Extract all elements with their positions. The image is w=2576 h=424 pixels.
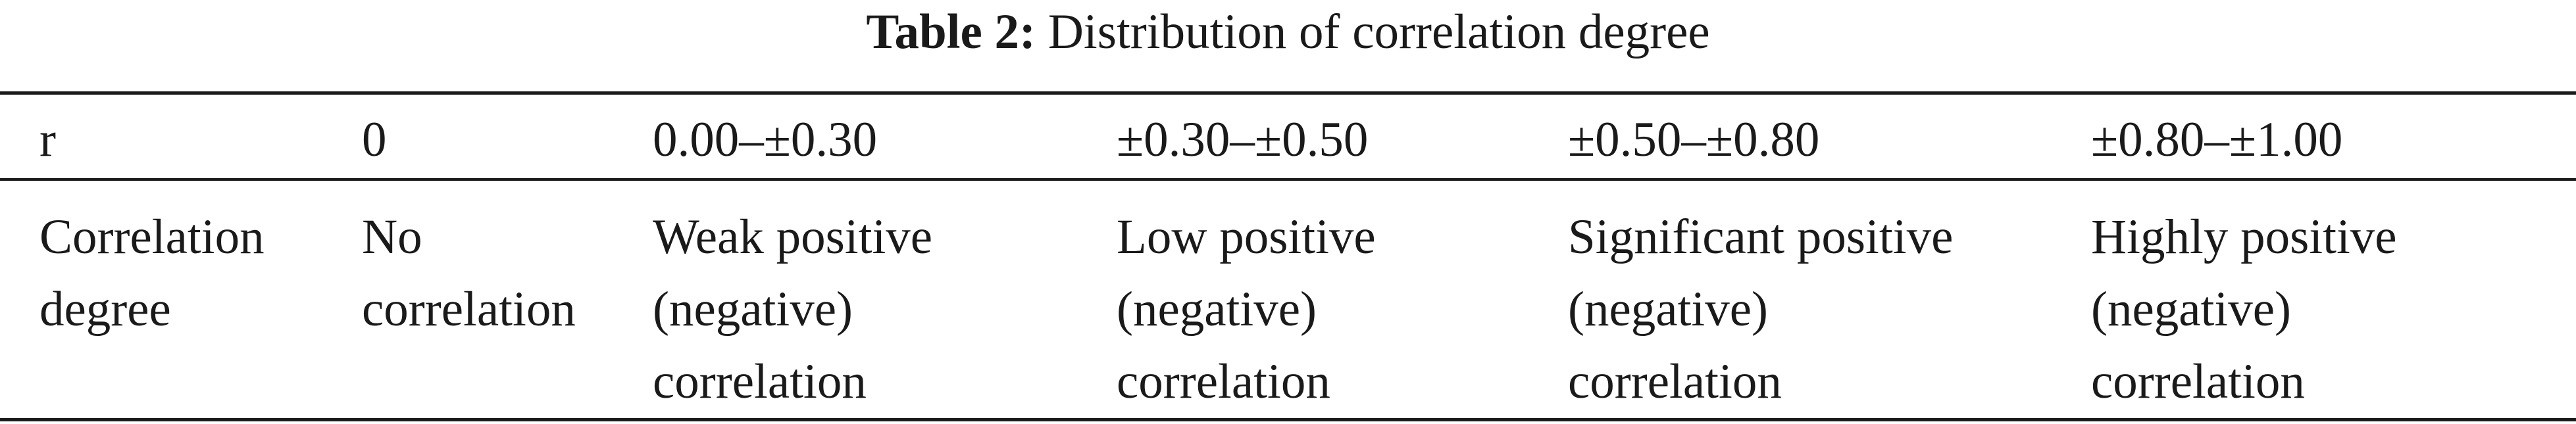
cell-no-correlation: No correlation bbox=[362, 201, 576, 346]
header-cell-r: r bbox=[39, 112, 56, 167]
table-header-rule bbox=[0, 178, 2576, 181]
cell-line: (negative) bbox=[1117, 282, 1317, 337]
cell-correlation-degree: Correlation degree bbox=[39, 201, 265, 346]
header-cell-range-3: ±0.50–±0.80 bbox=[1568, 112, 1820, 167]
cell-weak-positive: Weak positive (negative) correlation bbox=[653, 201, 932, 418]
cell-significant-positive: Significant positive (negative) correlat… bbox=[1568, 201, 1953, 418]
table-top-rule bbox=[0, 91, 2576, 95]
cell-line: correlation bbox=[1568, 354, 1782, 409]
cell-line: correlation bbox=[653, 354, 867, 409]
cell-line: No bbox=[362, 210, 422, 264]
table-header-row: r 0 0.00–±0.30 ±0.30–±0.50 ±0.50–±0.80 ±… bbox=[0, 110, 2576, 170]
cell-line: (negative) bbox=[653, 282, 853, 337]
cell-line: correlation bbox=[362, 282, 576, 337]
cell-line: Weak positive bbox=[653, 210, 933, 264]
cell-line: correlation bbox=[1117, 354, 1330, 409]
table-caption-text: Distribution of correlation degree bbox=[1048, 5, 1710, 59]
cell-highly-positive: Highly positive (negative) correlation bbox=[2091, 201, 2397, 418]
table-caption-label: Table 2: bbox=[866, 5, 1036, 59]
header-cell-range-1: 0.00–±0.30 bbox=[653, 112, 878, 167]
table-caption: Table 2: Distribution of correlation deg… bbox=[0, 3, 2576, 62]
cell-line: Correlation bbox=[39, 210, 265, 264]
header-cell-range-4: ±0.80–±1.00 bbox=[2091, 112, 2343, 167]
cell-line: degree bbox=[39, 282, 171, 337]
cell-line: Highly positive bbox=[2091, 210, 2397, 264]
header-cell-range-2: ±0.30–±0.50 bbox=[1117, 112, 1369, 167]
header-cell-zero: 0 bbox=[362, 112, 387, 167]
cell-line: Significant positive bbox=[1568, 210, 1954, 264]
cell-low-positive: Low positive (negative) correlation bbox=[1117, 201, 1376, 418]
table-bottom-rule bbox=[0, 418, 2576, 421]
table-row-correlation-degree: Correlation degree No correlation Weak p… bbox=[0, 201, 2576, 418]
cell-line: correlation bbox=[2091, 354, 2305, 409]
cell-line: Low positive bbox=[1117, 210, 1376, 264]
cell-line: (negative) bbox=[1568, 282, 1768, 337]
cell-line: (negative) bbox=[2091, 282, 2291, 337]
